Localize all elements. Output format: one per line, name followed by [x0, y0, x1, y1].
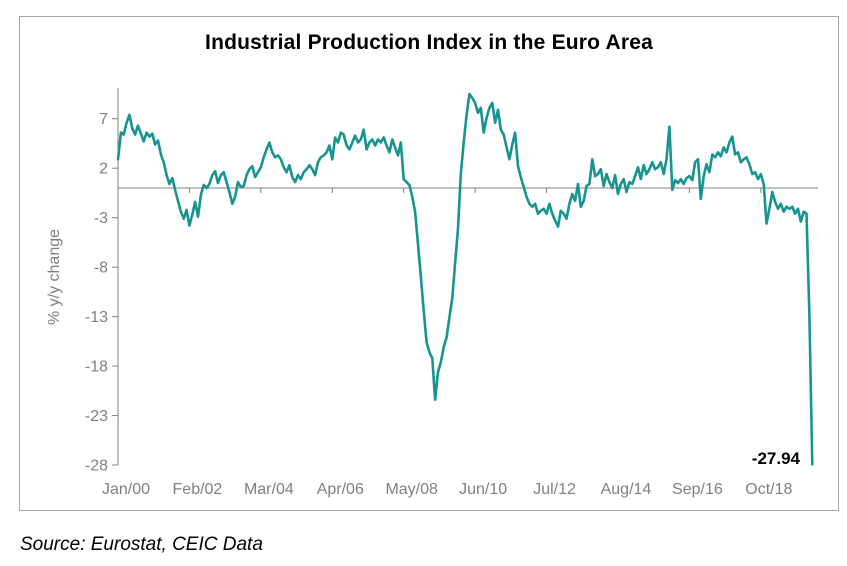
x-tick-label: Feb/02	[173, 481, 223, 498]
x-tick-label: Jun/10	[459, 481, 507, 498]
y-tick-label: -23	[85, 408, 108, 425]
y-tick-label: -13	[85, 309, 108, 326]
last-value-annotation: -27.94	[751, 449, 800, 468]
chart-title: Industrial Production Index in the Euro …	[205, 31, 653, 54]
ip-series-line	[116, 92, 814, 466]
x-tick-label: Jul/12	[533, 481, 576, 498]
x-tick-label: Sep/16	[672, 481, 723, 498]
y-tick-label: -18	[85, 359, 108, 376]
x-tick-label: Apr/06	[317, 481, 364, 498]
y-tick-label: -3	[94, 210, 108, 227]
x-tick-label: Aug/14	[601, 481, 652, 498]
x-tick-label: Mar/04	[244, 481, 294, 498]
x-tick-label: May/08	[385, 481, 438, 498]
chart-frame	[19, 16, 839, 511]
y-tick-label: -8	[94, 260, 108, 277]
x-tick-label: Jan/00	[102, 481, 150, 498]
y-tick-label: 2	[99, 161, 108, 178]
x-tick-label: Oct/18	[745, 481, 792, 498]
y-tick-label: 7	[99, 111, 108, 128]
source-note: Source: Eurostat, CEIC Data	[20, 534, 263, 555]
y-tick-label: -28	[85, 458, 108, 475]
